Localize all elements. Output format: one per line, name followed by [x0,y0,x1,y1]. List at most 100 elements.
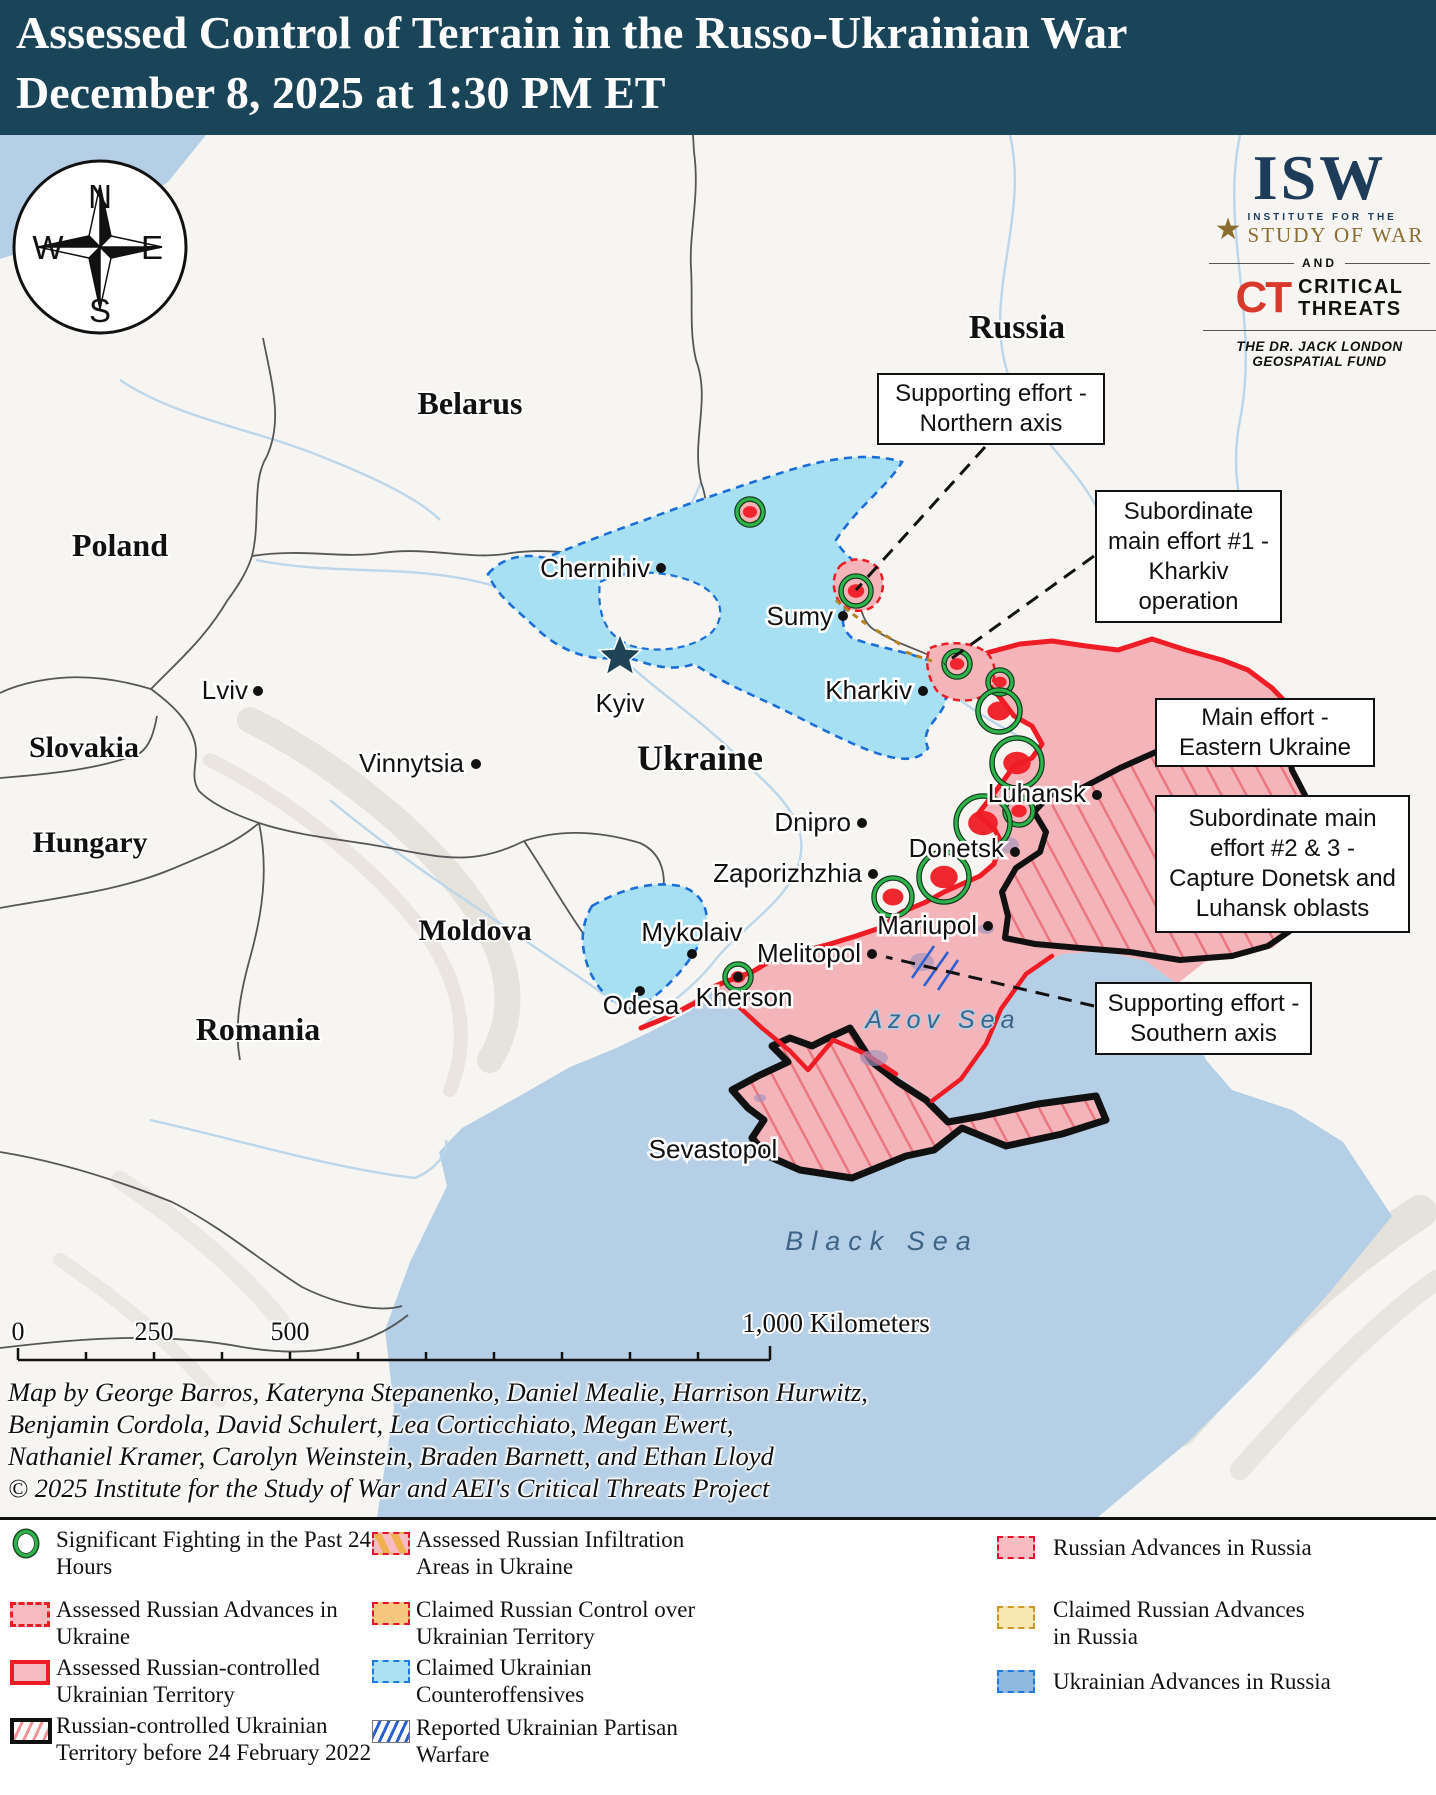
fighting-circle [723,962,753,992]
city-dot-odesa [635,986,645,996]
legend-label-significant-fighting: Significant Fighting in the Past 24 Hours [56,1527,371,1579]
and-divider: AND [1209,256,1430,270]
black-sea-area [377,951,1392,1517]
coastline-red-azov [929,953,1055,1104]
geospatial-fund-label: THE DR. JACK LONDON GEOSPATIAL FUND [1203,330,1436,369]
compass-e: E [141,229,163,266]
fighting-blob [882,888,904,906]
city-label-kyiv: Kyiv [595,688,644,718]
legend-swatch-significant-fighting [14,1530,38,1557]
legend-swatch-claimed-russian-control [372,1602,410,1625]
city-dot-vinnytsia [471,759,481,769]
city-dot-kharkiv [918,686,928,696]
country-label-poland: Poland [72,527,168,563]
credits-line4: © 2025 Institute for the Study of War an… [8,1473,770,1503]
significant-fighting-markers [722,496,1045,993]
coastline-red-west [710,984,899,1077]
legend-label-claimed-russian-advances-russia: Claimed Russian Advances in Russia [1053,1597,1305,1649]
credits-line1: Map by George Barros, Kateryna Stepanenk… [8,1377,868,1407]
fighting-circle [976,688,1022,734]
legend-swatch-claimed-russian-advances-russia [997,1606,1035,1629]
crimea-pre-2022 [728,1024,1110,1182]
city-dot-sumy [838,611,848,621]
callout-leader-lines [854,445,1095,1008]
city-dot-luhansk [1092,790,1102,800]
isw-star-icon: ★ [1214,213,1242,246]
city-label-sumy: Sumy [767,601,833,631]
legend-swatch-russian-advances-ukraine [10,1602,50,1627]
legend-label-pre-2022-territory: Russian-controlled Ukrainian Territory be… [56,1713,372,1765]
scale-250: 250 [135,1317,174,1346]
legend-label-russian-advances-russia: Russian Advances in Russia [1053,1535,1312,1560]
city-label-odesa: Odesa [603,990,680,1020]
fund-line1: THE DR. JACK LONDON [1236,339,1403,354]
country-label-hungary: Hungary [32,826,147,859]
compass-n: N [88,178,112,215]
fighting-circle [735,497,765,527]
city-dot-zaporizhzhia [868,869,878,879]
claimed-advance-dashes [834,598,933,663]
kherson-counteroffensive [581,883,709,1009]
legend-label-claimed-russian-control: Claimed Russian Control over Ukrainian Te… [416,1597,696,1649]
compass-rose: N E S W [12,159,188,335]
isw-institute-line2: STUDY OF WAR [1247,223,1425,247]
legend-label-infiltration-areas: Assessed Russian Infiltration Areas in Uk… [416,1527,685,1579]
callout-kharkiv-operation: Subordinate main effort #1 - Kharkiv operat… [1095,490,1282,623]
legend-swatch-infiltration-areas [372,1532,410,1555]
scale-bar [16,1346,772,1362]
legend-swatch-russian-advances-russia [997,1536,1035,1559]
city-label-zaporizhzhia: Zaporizhzhia [713,858,862,888]
branding-block: ISW ★ INSTITUTE FOR THE STUDY OF WAR AND… [1203,146,1436,369]
city-dot-lviv [253,686,263,696]
sea-label-black-sea: Black Sea [785,1226,979,1256]
legend-swatch-russian-controlled-territory [10,1660,50,1685]
city-dot-mariupol [983,921,993,931]
city-dot-dnipro [857,818,867,828]
map-legend: Significant Fighting in the Past 24 Hours… [0,1517,1436,1795]
chernihiv-enclave [598,571,722,651]
legend-label-russian-advances-ukraine: Assessed Russian Advances in Ukraine [56,1597,338,1649]
critical-threats-logo: CT CRITICAL THREATS [1203,273,1436,322]
ct-mark: CT [1235,273,1293,322]
ukrainian-counteroffensive-areas [486,455,948,1009]
city-label-mariupol: Mariupol [877,910,977,940]
fighting-circle [990,736,1044,790]
city-label-sevastopol: Sevastopol [649,1134,778,1164]
fighting-blob [742,506,758,518]
fighting-blob [847,584,865,598]
sea-label-azov-sea: Azov Sea [863,1006,1020,1034]
legend-label-ukrainian-advances-russia: Ukrainian Advances in Russia [1053,1669,1331,1694]
map-title: Assessed Control of Terrain in the Russo… [16,7,1128,58]
ct-line2: THREATS [1298,298,1402,320]
and-label: AND [1302,256,1337,270]
legend-swatch-pre-2022-territory [10,1718,52,1744]
callout-subordinate-2-3: Subordinate main effort #2 & 3 - Capture D… [1155,795,1410,933]
city-label-dnipro: Dnipro [774,807,851,837]
isw-institute-line1: INSTITUTE FOR THE [1247,212,1397,223]
fund-line2: GEOSPATIAL FUND [1252,354,1387,369]
map-date: December 8, 2025 at 1:30 PM ET [16,67,666,118]
city-dot-melitopol [867,949,877,959]
callout-northern-axis: Supporting effort - Northern axis [877,373,1105,445]
credits-line3: Nathaniel Kramer, Carolyn Weinstein, Bra… [8,1441,774,1471]
fighting-circle [986,668,1014,696]
callout-main-effort-east: Main effort - Eastern Ukraine [1155,698,1375,767]
city-label-kharkiv: Kharkiv [825,675,912,705]
scale-0: 0 [12,1317,25,1346]
city-dot-mykolaiv [687,949,697,959]
legend-label-claimed-ukrainian-counteroffensives: Claimed Ukrainian Counteroffensives [416,1655,592,1707]
compass-s: S [89,292,111,329]
fighting-blob [1011,804,1027,818]
legend-swatch-ukrainian-advances-russia [997,1670,1035,1693]
title-bar: Assessed Control of Terrain in the Russo… [0,0,1436,135]
kyiv-capital-star [597,631,643,677]
scale-500: 500 [271,1317,310,1346]
credits-line2: Benjamin Cordola, David Schulert, Lea Co… [8,1409,734,1439]
city-label-vinnytsia: Vinnytsia [359,748,465,778]
map-credits: Map by George Barros, Kateryna Stepanenk… [8,1376,868,1504]
country-label-moldova: Moldova [418,914,531,947]
city-dot-kherson [733,972,743,982]
fighting-circle [839,574,873,608]
fighting-circle [954,794,1012,852]
